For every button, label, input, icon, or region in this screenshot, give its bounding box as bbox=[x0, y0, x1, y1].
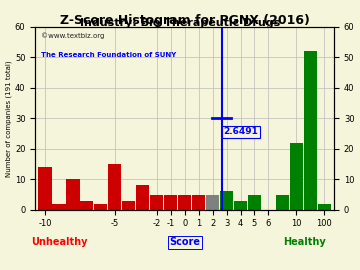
Bar bbox=[150, 194, 163, 210]
Text: Industry: Bio Therapeutic Drugs: Industry: Bio Therapeutic Drugs bbox=[80, 18, 280, 28]
Bar bbox=[220, 191, 233, 210]
Bar bbox=[94, 204, 108, 210]
Bar bbox=[164, 194, 177, 210]
Bar bbox=[206, 194, 219, 210]
Bar bbox=[122, 201, 135, 210]
Y-axis label: Number of companies (191 total): Number of companies (191 total) bbox=[5, 60, 12, 177]
Title: Z-Score Histogram for PGNX (2016): Z-Score Histogram for PGNX (2016) bbox=[60, 14, 310, 27]
Bar bbox=[108, 164, 121, 210]
Bar bbox=[136, 185, 149, 210]
Bar bbox=[52, 204, 66, 210]
Text: Healthy: Healthy bbox=[283, 237, 325, 247]
Text: Unhealthy: Unhealthy bbox=[31, 237, 87, 247]
Bar bbox=[248, 194, 261, 210]
Bar bbox=[290, 143, 303, 210]
Text: ©www.textbiz.org: ©www.textbiz.org bbox=[41, 32, 104, 39]
Bar bbox=[234, 201, 247, 210]
Bar bbox=[304, 51, 317, 210]
Bar bbox=[66, 179, 80, 210]
Text: Score: Score bbox=[169, 237, 200, 247]
Text: The Research Foundation of SUNY: The Research Foundation of SUNY bbox=[41, 52, 176, 58]
Bar bbox=[178, 194, 191, 210]
Bar bbox=[80, 201, 94, 210]
Text: 2.6491: 2.6491 bbox=[224, 127, 258, 136]
Bar bbox=[192, 194, 205, 210]
Bar bbox=[38, 167, 51, 210]
Bar bbox=[276, 194, 289, 210]
Bar bbox=[318, 204, 331, 210]
